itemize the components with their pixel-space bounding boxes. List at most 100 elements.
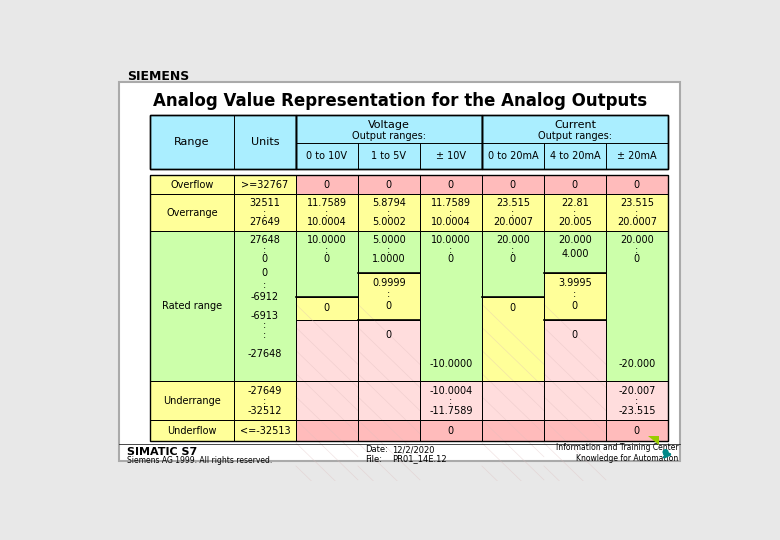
Text: 0: 0 [572, 330, 578, 340]
Bar [151, 231, 234, 381]
Text: :: : [325, 208, 328, 218]
Text: 22.81: 22.81 [561, 198, 589, 208]
Text: 10.0000: 10.0000 [431, 235, 471, 245]
Text: 4.000: 4.000 [561, 249, 589, 259]
Bar [606, 381, 668, 420]
Text: -6912: -6912 [251, 292, 279, 301]
Text: :: : [635, 208, 639, 218]
Bar [296, 175, 358, 194]
Bar [420, 194, 482, 231]
Text: Range: Range [174, 137, 210, 147]
Text: 0: 0 [262, 268, 268, 279]
Text: 0.9999: 0.9999 [372, 278, 406, 288]
Bar [151, 175, 668, 441]
Text: :: : [573, 289, 576, 299]
Bar [544, 175, 606, 194]
Text: 20.000: 20.000 [620, 235, 654, 245]
Bar [296, 115, 482, 168]
Bar [234, 231, 296, 381]
Text: Rated range: Rated range [162, 301, 222, 311]
Bar [296, 420, 358, 441]
Text: SIMATIC S7: SIMATIC S7 [127, 447, 197, 457]
Bar [358, 420, 420, 441]
Bar [544, 381, 606, 420]
Bar [482, 420, 544, 441]
Bar [358, 231, 420, 273]
Text: :: : [388, 289, 391, 299]
Bar [544, 231, 606, 273]
Text: :: : [264, 330, 267, 340]
Bar [544, 194, 606, 231]
Text: :: : [264, 280, 267, 290]
Text: :: : [511, 245, 515, 254]
Bar [296, 231, 358, 296]
Text: PR01_14E.12: PR01_14E.12 [392, 455, 447, 463]
Text: :: : [573, 208, 576, 218]
Bar [482, 115, 668, 168]
Bar [296, 194, 358, 231]
Text: 0: 0 [634, 179, 640, 190]
Bar [606, 420, 668, 441]
Bar [482, 115, 668, 168]
Text: Analog Value Representation for the Analog Outputs: Analog Value Representation for the Anal… [153, 92, 647, 110]
Bar [296, 320, 358, 381]
Text: :: : [388, 208, 391, 218]
Bar [482, 175, 544, 194]
Bar [151, 175, 234, 194]
Text: :: : [388, 245, 391, 254]
Text: Date:: Date: [365, 446, 388, 454]
Text: 23.515: 23.515 [496, 198, 530, 208]
Text: 0: 0 [448, 426, 454, 436]
Text: Output ranges:: Output ranges: [538, 131, 612, 140]
Text: 11.7589: 11.7589 [307, 198, 347, 208]
Text: -23.515: -23.515 [618, 406, 656, 416]
Text: :: : [635, 245, 639, 254]
Bar [358, 194, 420, 231]
Bar [420, 381, 482, 420]
Text: -11.7589: -11.7589 [429, 406, 473, 416]
Bar [544, 273, 606, 320]
Text: 32511: 32511 [250, 198, 280, 208]
Text: 0: 0 [448, 254, 454, 264]
Text: 0: 0 [386, 330, 392, 340]
Bar [234, 194, 296, 231]
Text: :: : [264, 208, 267, 218]
Text: Underflow: Underflow [167, 426, 217, 436]
Bar [420, 420, 482, 441]
Text: 20.0007: 20.0007 [493, 217, 533, 227]
Bar [544, 320, 606, 381]
Bar [358, 320, 420, 381]
Bar [151, 381, 234, 420]
Text: ± 20mA: ± 20mA [617, 151, 657, 161]
Text: :: : [449, 395, 452, 406]
Bar [482, 194, 544, 231]
Bar [234, 381, 296, 420]
Text: :: : [511, 208, 515, 218]
Text: 0 to 10V: 0 to 10V [307, 151, 347, 161]
Text: -10.0000: -10.0000 [429, 359, 473, 369]
Bar [358, 381, 420, 420]
Text: 27649: 27649 [250, 217, 280, 227]
Text: <=-32513: <=-32513 [239, 426, 290, 436]
Text: :: : [449, 208, 452, 218]
Text: -27648: -27648 [248, 349, 282, 359]
Text: 0: 0 [634, 254, 640, 264]
Text: Underrange: Underrange [163, 395, 221, 406]
Bar [606, 231, 668, 381]
Text: Overrange: Overrange [166, 208, 218, 218]
Bar [296, 381, 358, 420]
Bar [606, 194, 668, 231]
Text: :: : [635, 395, 639, 406]
Text: -32512: -32512 [247, 406, 282, 416]
Text: -10.0004: -10.0004 [429, 386, 473, 395]
Text: :: : [264, 245, 267, 254]
Text: 0: 0 [386, 179, 392, 190]
Text: ± 10V: ± 10V [436, 151, 466, 161]
Text: 5.8794: 5.8794 [372, 198, 406, 208]
Bar [296, 296, 358, 320]
Text: 0: 0 [324, 179, 330, 190]
Text: 0: 0 [386, 301, 392, 311]
Text: 5.0000: 5.0000 [372, 235, 406, 245]
Bar [544, 420, 606, 441]
Text: 0 to 20mA: 0 to 20mA [488, 151, 538, 161]
